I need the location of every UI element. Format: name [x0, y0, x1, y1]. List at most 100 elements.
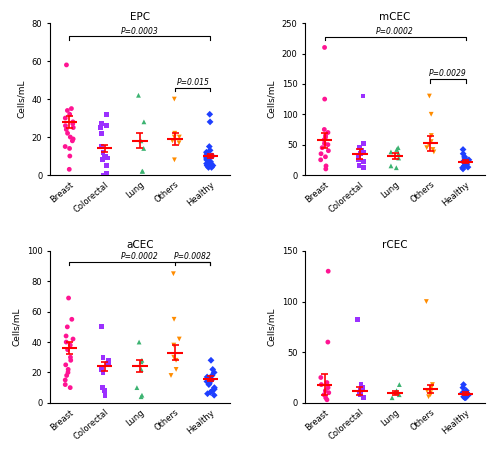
Point	[99, 149, 107, 156]
Point	[137, 366, 145, 373]
Point	[318, 144, 326, 151]
Point	[99, 354, 107, 361]
Point	[461, 159, 469, 167]
Title: EPC: EPC	[130, 13, 150, 22]
Point	[322, 387, 330, 394]
Point	[172, 357, 180, 364]
Point	[99, 171, 107, 179]
Point	[462, 161, 469, 169]
Point	[356, 391, 364, 399]
Point	[357, 150, 365, 157]
Point	[360, 164, 368, 171]
Point	[66, 133, 74, 141]
Point	[354, 154, 362, 162]
Point	[167, 372, 175, 379]
Point	[388, 394, 396, 401]
Point	[357, 381, 365, 388]
Point	[176, 133, 184, 141]
Point	[62, 372, 70, 379]
Point	[64, 107, 72, 114]
Point	[97, 323, 105, 331]
Text: P=0.0082: P=0.0082	[174, 252, 212, 261]
Point	[460, 393, 468, 400]
Point	[318, 381, 326, 388]
Point	[206, 388, 214, 396]
Point	[64, 346, 72, 353]
Point	[459, 165, 467, 173]
Point	[137, 358, 145, 365]
Point	[462, 394, 469, 401]
Point	[140, 118, 148, 125]
Point	[208, 152, 216, 160]
Point	[137, 137, 145, 144]
Point	[396, 381, 404, 388]
Point	[202, 154, 210, 162]
Point	[62, 338, 70, 346]
Point	[458, 389, 466, 396]
Point	[392, 164, 400, 171]
Point	[64, 369, 72, 376]
Point	[103, 122, 111, 129]
Point	[207, 357, 215, 364]
Point	[426, 389, 434, 396]
Point	[424, 393, 432, 400]
Point	[394, 150, 402, 157]
Text: P=0.0003: P=0.0003	[121, 27, 159, 36]
Point	[320, 136, 328, 144]
Point	[387, 162, 395, 169]
Point	[210, 369, 218, 376]
Point	[69, 135, 77, 143]
Point	[459, 384, 467, 391]
Point	[458, 164, 466, 171]
Point	[70, 124, 78, 131]
Title: aCEC: aCEC	[126, 240, 154, 250]
Point	[460, 381, 468, 388]
Point	[323, 379, 331, 386]
Point	[138, 168, 146, 175]
Point	[64, 294, 72, 302]
Point	[66, 152, 74, 160]
Point	[62, 361, 70, 369]
Point	[208, 164, 216, 171]
Point	[320, 95, 328, 103]
Point	[208, 366, 216, 373]
Point	[460, 153, 468, 161]
Point	[134, 92, 142, 99]
Point	[202, 156, 210, 163]
Point	[395, 391, 403, 399]
Point	[360, 158, 368, 165]
Point	[322, 153, 330, 161]
Point	[210, 392, 218, 399]
Point	[210, 385, 218, 393]
Point	[320, 140, 328, 147]
Text: P=0.0002: P=0.0002	[121, 252, 159, 261]
Point	[354, 156, 362, 163]
Point	[100, 152, 108, 160]
Point	[137, 393, 145, 400]
Point	[324, 384, 332, 391]
Title: mCEC: mCEC	[380, 13, 411, 22]
Point	[429, 146, 437, 153]
Point	[206, 111, 214, 118]
Point	[170, 270, 177, 277]
Point	[61, 376, 69, 384]
Point	[459, 150, 467, 157]
Point	[99, 369, 107, 376]
Point	[138, 168, 146, 175]
Point	[317, 374, 325, 381]
Point	[427, 111, 435, 118]
Point	[175, 139, 183, 146]
Point	[459, 146, 467, 153]
Point	[324, 268, 332, 275]
Point	[206, 143, 214, 150]
Point	[168, 137, 176, 144]
Point	[428, 384, 436, 391]
Point	[358, 384, 366, 391]
Point	[176, 335, 184, 343]
Point	[322, 394, 330, 401]
Point	[355, 389, 363, 396]
Point	[426, 391, 434, 399]
Point	[204, 154, 212, 162]
Point	[317, 150, 325, 157]
Point	[464, 391, 472, 399]
